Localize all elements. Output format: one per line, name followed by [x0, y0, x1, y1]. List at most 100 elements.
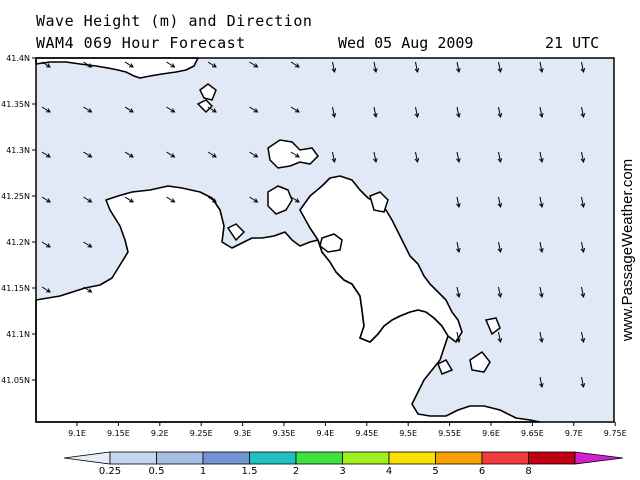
wave-arrow — [83, 196, 93, 203]
colorbar-swatch — [295, 451, 343, 465]
watermark: www.PassageWeather.com — [619, 159, 636, 342]
lat-label: 41.2N — [6, 238, 30, 247]
lon-label: 9.1E — [68, 429, 86, 438]
wave-arrow — [456, 61, 461, 74]
map-title: Wave Height (m) and Direction — [36, 12, 313, 30]
colorbar-label: 8 — [525, 466, 531, 477]
wave-arrow — [249, 61, 259, 68]
wave-arrow — [456, 106, 461, 119]
wave-arrow — [83, 61, 93, 68]
colorbar-label: 0.5 — [149, 466, 165, 477]
colorbar-swatch — [156, 451, 204, 465]
wave-arrow — [41, 61, 51, 68]
wave-arrow — [456, 151, 461, 164]
longitude-labels: 9.1E 9.15E 9.2E 9.25E 9.3E 9.35E 9.4E 9.45E 9.5E… — [68, 422, 627, 438]
lon-label: 9.3E — [234, 429, 252, 438]
wave-arrow — [249, 151, 259, 158]
wave-arrow — [497, 241, 503, 254]
colorbar-swatch — [435, 451, 483, 465]
colorbar-label: 4 — [386, 466, 392, 477]
lon-label: 9.65E — [521, 429, 544, 438]
wave-arrow — [41, 151, 51, 158]
wave-arrow — [539, 331, 544, 344]
island-maddalena — [267, 139, 319, 169]
lon-label: 9.15E — [107, 429, 130, 438]
lon-label: 9.75E — [604, 429, 627, 438]
wave-arrow — [207, 106, 217, 113]
colorbar-swatch — [109, 451, 157, 465]
colorbar-label: 0.25 — [99, 466, 121, 477]
forecast-subtitle: WAM4 069 Hour Forecast — [36, 34, 246, 52]
lat-label: 41.1N — [6, 330, 30, 339]
lon-label: 9.7E — [565, 429, 583, 438]
wave-arrow — [290, 196, 300, 203]
wave-arrow — [539, 241, 544, 254]
wave-arrow — [414, 61, 420, 74]
wave-arrow — [83, 241, 93, 248]
colorbar-swatch — [202, 451, 250, 465]
wave-arrow — [166, 151, 176, 158]
wave-arrow — [166, 196, 176, 203]
wave-arrow — [539, 151, 544, 164]
island-small-8 — [437, 359, 454, 375]
wave-arrow — [290, 106, 300, 113]
wave-arrow — [166, 106, 176, 113]
colorbar-swatch — [388, 451, 436, 465]
wave-arrow — [539, 286, 544, 299]
wave-arrow — [580, 151, 586, 164]
wave-arrow — [124, 196, 134, 203]
wave-arrow — [373, 61, 378, 74]
island-small-4 — [484, 317, 501, 336]
wave-arrow — [373, 151, 378, 164]
lon-label: 9.5E — [399, 429, 417, 438]
wave-arrow — [124, 151, 134, 158]
island-small-6 — [196, 99, 214, 114]
wave-arrow — [456, 241, 461, 254]
wave-arrow — [207, 61, 217, 68]
wave-arrow — [580, 331, 586, 344]
wave-arrow — [249, 196, 259, 203]
wave-arrow — [124, 61, 134, 68]
colorbar-label: 3 — [339, 466, 345, 477]
wave-arrow — [539, 196, 544, 209]
wave-arrow — [497, 286, 503, 299]
wave-arrow — [41, 286, 51, 293]
lon-label: 9.2E — [151, 429, 169, 438]
wave-arrow — [124, 106, 134, 113]
wave-arrow — [41, 106, 51, 113]
colorbar: 0.25 0.5 1 1.5 2 3 4 5 6 8 — [63, 451, 624, 477]
island-small-1 — [319, 233, 343, 253]
island-small-5 — [199, 83, 217, 101]
lat-label: 41.05N — [1, 376, 30, 385]
colorbar-swatch — [249, 451, 297, 465]
lat-label: 41.25N — [1, 192, 30, 201]
lon-label: 9.25E — [190, 429, 213, 438]
lat-label: 41.4N — [6, 54, 30, 63]
lat-label: 41.15N — [1, 284, 30, 293]
island-caprera — [267, 185, 293, 215]
colorbar-right-cap — [574, 451, 624, 465]
wave-arrow — [41, 241, 51, 248]
colorbar-left-cap — [63, 451, 111, 465]
wave-arrow — [331, 151, 337, 164]
wave-arrow — [580, 61, 586, 74]
wave-arrow — [580, 106, 586, 119]
colorbar-label: 1.5 — [242, 466, 258, 477]
colorbar-label: 1 — [200, 466, 206, 477]
wave-arrow — [414, 106, 420, 119]
wave-arrow — [497, 106, 503, 119]
island-small-7 — [226, 223, 246, 242]
latitude-labels: 41.4N 41.35N 41.3N 41.25N 41.2N 41.15N 41.1N 41… — [1, 54, 36, 385]
wave-arrow — [539, 61, 544, 74]
wave-arrow — [456, 331, 461, 344]
wave-arrow — [497, 196, 503, 209]
wave-arrow — [497, 331, 503, 344]
wave-arrow — [331, 61, 337, 74]
lon-label: 9.4E — [317, 429, 335, 438]
wave-arrow — [83, 106, 93, 113]
island-small-2 — [369, 191, 389, 213]
wave-arrows — [41, 61, 586, 389]
wave-arrow — [290, 151, 300, 158]
wave-arrow — [331, 106, 337, 119]
wave-arrow — [83, 286, 93, 293]
